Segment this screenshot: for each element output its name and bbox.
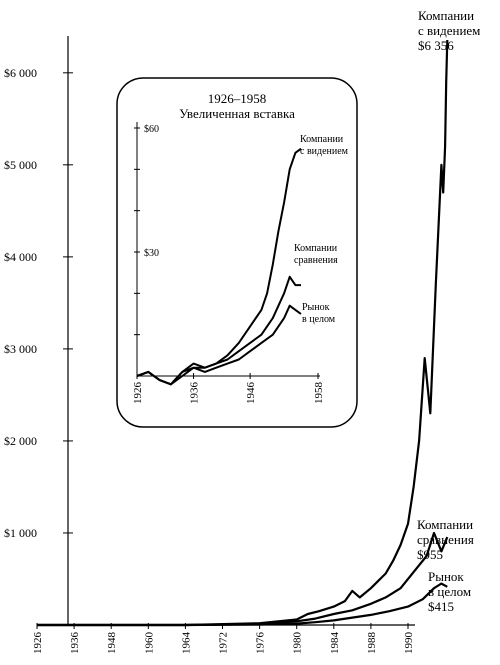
- x-tick-label: 1972: [218, 632, 230, 654]
- inset-series-label-line: сравнения: [294, 255, 338, 266]
- x-tick-label: 1948: [106, 632, 118, 655]
- series-line-0: [37, 39, 449, 627]
- inset-x-tick-label: 1946: [245, 382, 257, 405]
- x-tick-label: 1980: [292, 632, 304, 655]
- y-tick-label: $5 000: [4, 158, 37, 172]
- main-chart: $1 000 $2 000 $3 000 $4 000 $5 000 $6 000 1926…: [4, 8, 480, 654]
- inset-y-tick-label: $30: [144, 248, 159, 259]
- y-tick-label: $2 000: [4, 434, 37, 448]
- inset-title-line: 1926–1958: [208, 91, 267, 106]
- series-line-2: [37, 582, 448, 627]
- x-tick-label: 1976: [255, 632, 267, 655]
- x-tick-label: 1936: [69, 632, 81, 655]
- y-tick-label: $1 000: [4, 526, 37, 540]
- inset-x-tick-label: 1936: [189, 382, 201, 405]
- series-label-0: Компании с видением $6 356: [418, 8, 480, 53]
- x-tick-label: 1988: [366, 632, 378, 655]
- x-tick-label: 1964: [180, 632, 192, 655]
- series-label-line: Компании: [417, 517, 473, 532]
- series-label-1: Компании сравнения $955: [417, 517, 474, 562]
- inset-series-label-line: Компании: [300, 134, 344, 145]
- series-label-line: с видением: [418, 23, 480, 38]
- series-label-line: Компании: [418, 8, 474, 23]
- y-tick-label: $6 000: [4, 66, 37, 80]
- inset-x-tick-label: 1958: [313, 382, 325, 405]
- x-tick-label: 1984: [329, 632, 341, 655]
- x-tick-label: 1960: [143, 632, 155, 655]
- inset-title-line: Увеличенная вставка: [179, 106, 295, 121]
- series-label-line: $955: [417, 547, 443, 562]
- inset-x-tick-label: 1926: [132, 382, 144, 405]
- inset-chart: 1926–1958 Увеличенная вставка $30 $60 1926 19…: [116, 77, 358, 428]
- x-tick-label: 1990: [403, 632, 415, 655]
- inset-series-label-0: Компании с видением: [300, 134, 349, 157]
- inset-title: 1926–1958 Увеличенная вставка: [179, 91, 295, 121]
- inset-frame: [116, 77, 358, 428]
- inset-series-label-1: Компании сравнения: [294, 243, 338, 266]
- y-tick-label: $3 000: [4, 342, 37, 356]
- x-tick-label: 1926: [32, 632, 44, 655]
- series-label-line: в целом: [428, 584, 471, 599]
- y-tick-label: $4 000: [4, 250, 37, 264]
- inset-y-tick-label: $60: [144, 124, 159, 135]
- series-label-line: Рынок: [428, 569, 464, 584]
- series-label-line: сравнения: [417, 532, 474, 547]
- inset-series-label-line: Рынок: [302, 302, 330, 313]
- inset-series-label-2: Рынок в целом: [302, 302, 336, 325]
- inset-series-label-line: в целом: [302, 314, 336, 325]
- series-label-2: Рынок в целом $415: [428, 569, 471, 614]
- series-label-line: $6 356: [418, 38, 454, 53]
- inset-series-line-2: [136, 304, 302, 386]
- series-label-line: $415: [428, 599, 454, 614]
- inset-series-label-line: Компании: [294, 243, 338, 254]
- inset-series-label-line: с видением: [300, 146, 349, 157]
